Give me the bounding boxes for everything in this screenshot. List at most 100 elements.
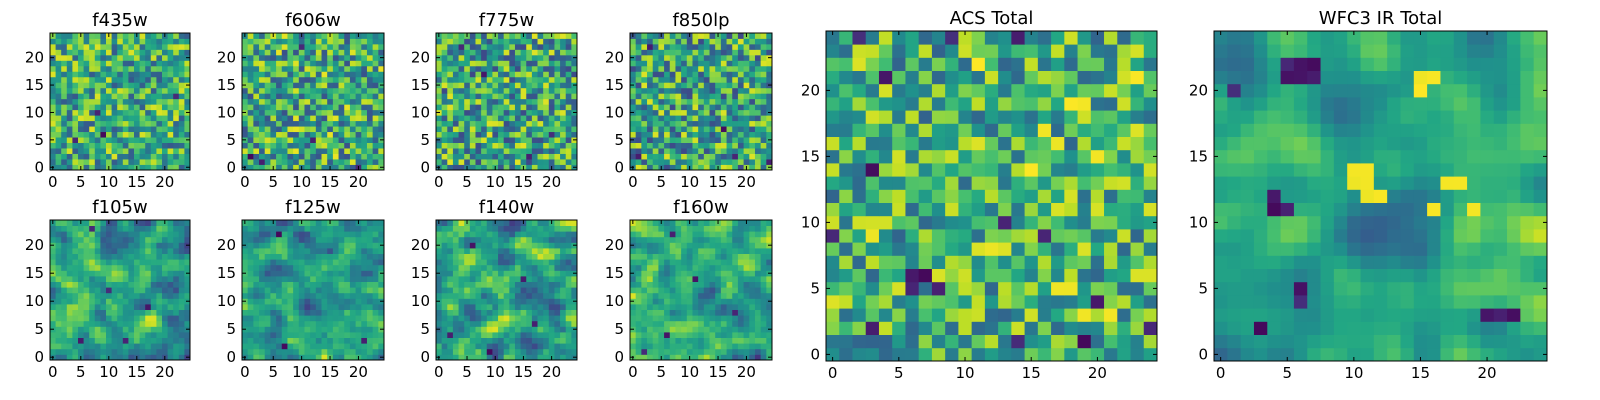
heatmap-cell xyxy=(635,343,642,350)
heatmap-cell xyxy=(760,82,767,89)
heatmap-cell xyxy=(526,309,533,316)
heatmap-cell xyxy=(72,38,79,45)
heatmap-cell xyxy=(630,153,637,160)
heatmap-cell xyxy=(253,93,260,100)
heatmap-cell xyxy=(167,315,174,322)
heatmap-cell xyxy=(754,153,762,160)
heatmap-cell xyxy=(321,343,328,350)
heatmap-cell xyxy=(361,298,368,305)
heatmap-cell xyxy=(100,231,107,238)
heatmap-cell xyxy=(743,76,750,83)
heatmap-cell xyxy=(242,348,249,355)
heatmap-cell xyxy=(355,236,362,243)
heatmap-cell xyxy=(178,231,185,238)
x-tick-label: 5 xyxy=(462,173,472,191)
heatmap-cell xyxy=(78,242,84,249)
heatmap-cell xyxy=(117,120,124,127)
heatmap-cell xyxy=(754,304,762,310)
heatmap-cell xyxy=(554,60,561,67)
heatmap-cell xyxy=(50,248,56,254)
heatmap-cell xyxy=(475,93,482,100)
heatmap-cell xyxy=(469,49,476,56)
heatmap-cell xyxy=(83,82,90,89)
heatmap-cell xyxy=(139,242,146,249)
heatmap-cell xyxy=(173,248,180,254)
heatmap-cell xyxy=(652,104,659,111)
heatmap-cell xyxy=(698,320,705,327)
heatmap-cell xyxy=(458,332,465,338)
heatmap-cell xyxy=(692,115,699,122)
heatmap-cell xyxy=(293,270,300,277)
heatmap-cell xyxy=(361,354,368,361)
heatmap-cell xyxy=(571,337,578,344)
heatmap-cell xyxy=(139,264,146,271)
heatmap-cell xyxy=(167,164,174,171)
heatmap-cell xyxy=(173,354,180,361)
heatmap-cell xyxy=(475,65,482,72)
heatmap-cell xyxy=(327,93,334,100)
heatmap-cell xyxy=(481,304,488,310)
heatmap-cell xyxy=(173,126,180,133)
heatmap-cell xyxy=(486,242,493,249)
heatmap-cell xyxy=(139,220,146,226)
heatmap-cell xyxy=(100,104,107,111)
heatmap-cell xyxy=(372,65,379,72)
heatmap-cell xyxy=(464,65,471,72)
heatmap-cell xyxy=(145,231,152,238)
heatmap-cell xyxy=(703,54,710,61)
heatmap-cell xyxy=(276,104,283,111)
heatmap-cell xyxy=(247,109,254,116)
heatmap-cell xyxy=(531,137,538,143)
heatmap-cell xyxy=(630,281,637,288)
heatmap-cell xyxy=(83,248,90,254)
axes-frame xyxy=(49,32,191,171)
heatmap-cell xyxy=(361,225,368,232)
heatmap-cell xyxy=(647,164,654,171)
heatmap-cell xyxy=(117,304,124,310)
heatmap-cell xyxy=(681,281,688,288)
heatmap-cell xyxy=(321,76,328,83)
heatmap-cell xyxy=(327,231,334,238)
heatmap-cell xyxy=(498,270,505,277)
heatmap-cell xyxy=(349,348,356,355)
heatmap-cell xyxy=(509,281,516,288)
heatmap-cell xyxy=(167,292,174,299)
heatmap-cell xyxy=(447,71,454,78)
heatmap-cell xyxy=(327,287,334,294)
heatmap-cell xyxy=(361,320,368,327)
y-tick-label: 0 xyxy=(420,158,430,176)
heatmap-cell xyxy=(315,82,322,89)
heatmap-cell xyxy=(117,259,124,266)
heatmap-cell xyxy=(310,60,317,67)
heatmap-cell xyxy=(361,65,368,72)
heatmap-cell xyxy=(117,343,124,350)
heatmap-cell xyxy=(94,242,101,249)
heatmap-cell xyxy=(66,292,73,299)
heatmap-cell xyxy=(481,115,488,122)
heatmap-cell xyxy=(66,304,73,310)
heatmap-cell xyxy=(458,281,465,288)
heatmap-cell xyxy=(61,43,68,50)
heatmap-cell xyxy=(61,65,68,72)
heatmap-cell xyxy=(111,93,118,100)
heatmap-cell xyxy=(100,76,107,83)
heatmap-cell xyxy=(520,304,527,310)
heatmap-cell xyxy=(355,98,362,105)
heatmap-cell xyxy=(332,253,339,260)
heatmap-cell xyxy=(94,82,101,89)
heatmap-cell xyxy=(548,98,555,105)
heatmap-cell xyxy=(293,354,300,361)
heatmap-cell xyxy=(276,231,283,238)
heatmap-cell xyxy=(372,82,379,89)
heatmap-cell xyxy=(270,142,277,149)
heatmap-cell xyxy=(635,131,642,138)
heatmap-cell xyxy=(253,337,260,344)
heatmap-cell xyxy=(537,242,544,249)
heatmap-cell xyxy=(754,98,762,105)
heatmap-cell xyxy=(281,109,288,116)
heatmap-cell xyxy=(247,98,254,105)
heatmap-cell xyxy=(726,115,733,122)
heatmap-cell xyxy=(469,276,476,282)
heatmap-cell xyxy=(498,354,505,361)
heatmap-cell xyxy=(452,264,459,271)
